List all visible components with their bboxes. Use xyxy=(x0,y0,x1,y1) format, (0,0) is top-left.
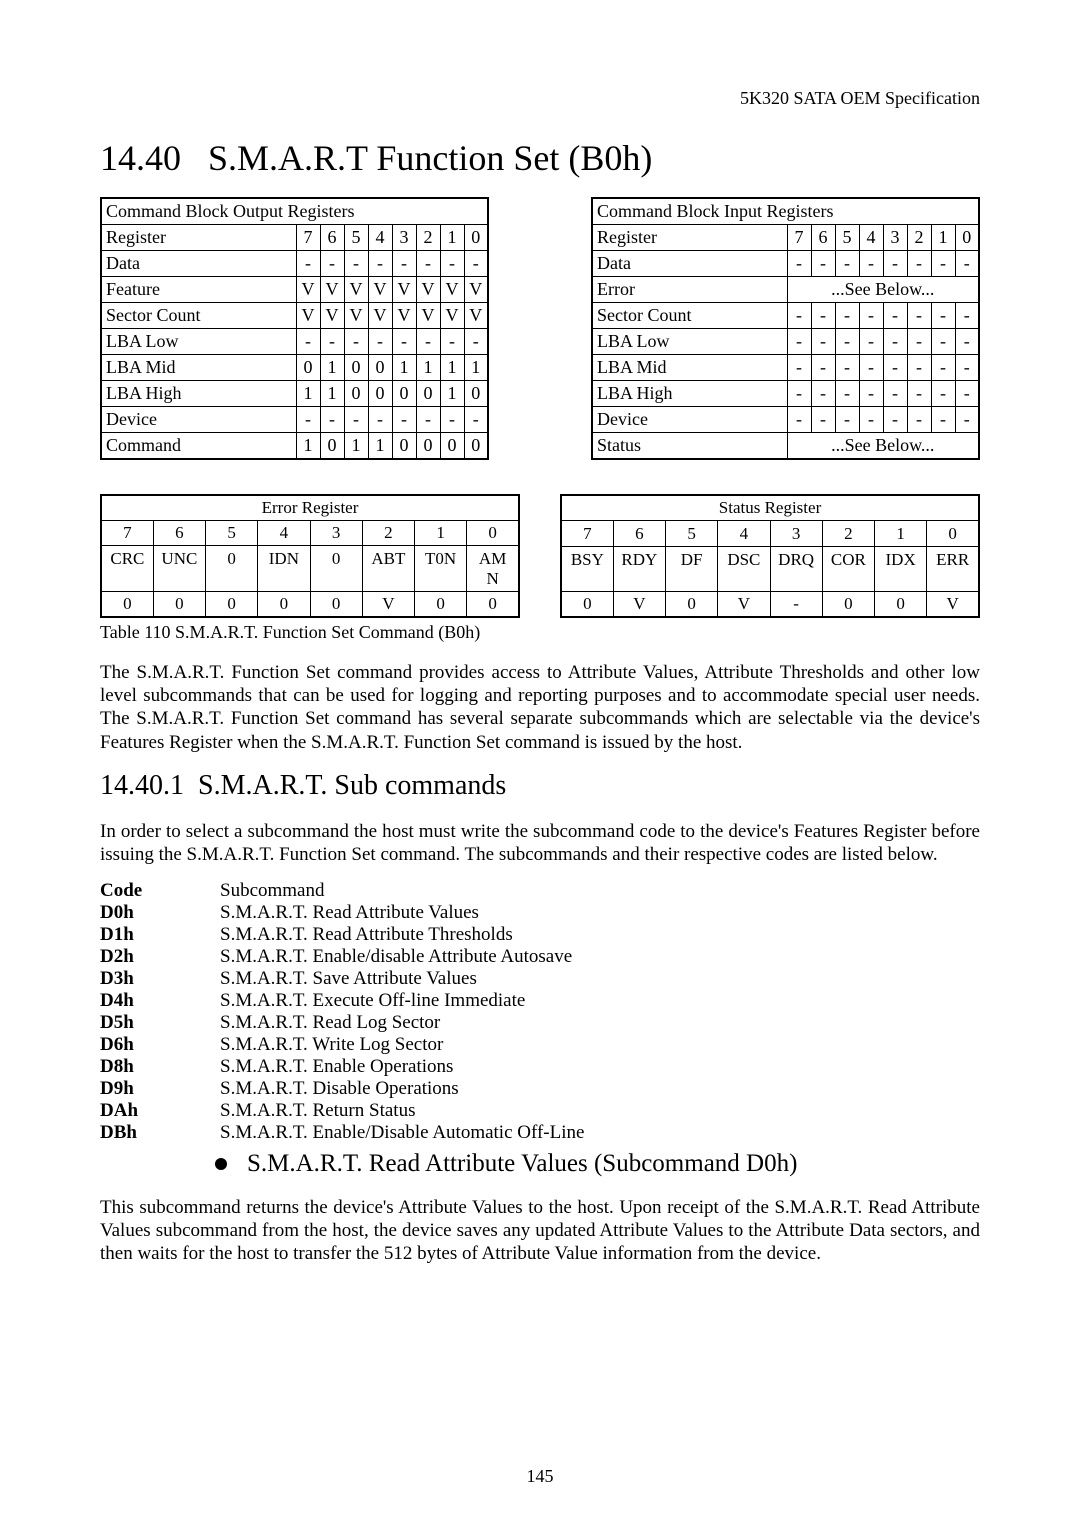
list-item: DBhS.M.A.R.T. Enable/Disable Automatic O… xyxy=(100,1122,980,1144)
bullet-heading-text: S.M.A.R.T. Read Attribute Values (Subcom… xyxy=(247,1150,797,1178)
list-item: DAhS.M.A.R.T. Return Status xyxy=(100,1100,980,1122)
list-item: D6hS.M.A.R.T. Write Log Sector xyxy=(100,1034,980,1056)
list-item: D4hS.M.A.R.T. Execute Off-line Immediate xyxy=(100,990,980,1012)
table-caption: Table 110 S.M.A.R.T. Function Set Comman… xyxy=(100,622,980,643)
list-item: D8hS.M.A.R.T. Enable Operations xyxy=(100,1056,980,1078)
subsection-title: 14.40.1 S.M.A.R.T. Sub commands xyxy=(100,770,980,802)
list-item: D0hS.M.A.R.T. Read Attribute Values xyxy=(100,902,980,924)
input-title: Command Block Input Registers xyxy=(592,198,979,225)
list-item: D9hS.M.A.R.T. Disable Operations xyxy=(100,1078,980,1100)
subsection-number: 14.40.1 xyxy=(100,770,184,801)
error-title: Error Register xyxy=(101,495,519,521)
list-header: Code Subcommand xyxy=(100,880,980,902)
subcommand-list: Code Subcommand D0hS.M.A.R.T. Read Attri… xyxy=(100,880,980,1144)
bullet-icon xyxy=(215,1158,227,1170)
output-title: Command Block Output Registers xyxy=(101,198,488,225)
status-tables: Error Register 7 6 5 4 3 2 1 0 CRC UNC 0… xyxy=(100,494,980,618)
register-tables: Command Block Output Registers Register … xyxy=(100,197,980,460)
status-title: Status Register xyxy=(561,495,979,521)
list-item: D5hS.M.A.R.T. Read Log Sector xyxy=(100,1012,980,1034)
error-register-table: Error Register 7 6 5 4 3 2 1 0 CRC UNC 0… xyxy=(100,494,520,618)
input-registers-table: Command Block Input Registers Register76… xyxy=(591,197,980,460)
list-item: D2hS.M.A.R.T. Enable/disable Attribute A… xyxy=(100,946,980,968)
page-number: 145 xyxy=(0,1466,1080,1487)
page: 5K320 SATA OEM Specification 14.40 S.M.A… xyxy=(0,0,1080,1527)
document-header: 5K320 SATA OEM Specification xyxy=(100,88,980,109)
bullet-heading: S.M.A.R.T. Read Attribute Values (Subcom… xyxy=(215,1150,980,1178)
output-registers-table: Command Block Output Registers Register … xyxy=(100,197,489,460)
section-name: S.M.A.R.T Function Set (B0h) xyxy=(208,138,652,178)
paragraph-2: In order to select a subcommand the host… xyxy=(100,820,980,866)
subsection-name: S.M.A.R.T. Sub commands xyxy=(198,770,506,801)
paragraph-3: This subcommand returns the device's Att… xyxy=(100,1196,980,1266)
section-title: 14.40 S.M.A.R.T Function Set (B0h) xyxy=(100,137,980,179)
list-item: D1hS.M.A.R.T. Read Attribute Thresholds xyxy=(100,924,980,946)
list-item: D3hS.M.A.R.T. Save Attribute Values xyxy=(100,968,980,990)
status-register-table: Status Register 7 6 5 4 3 2 1 0 BSY RDY … xyxy=(560,494,980,618)
section-number: 14.40 xyxy=(100,138,181,178)
paragraph-1: The S.M.A.R.T. Function Set command prov… xyxy=(100,661,980,754)
